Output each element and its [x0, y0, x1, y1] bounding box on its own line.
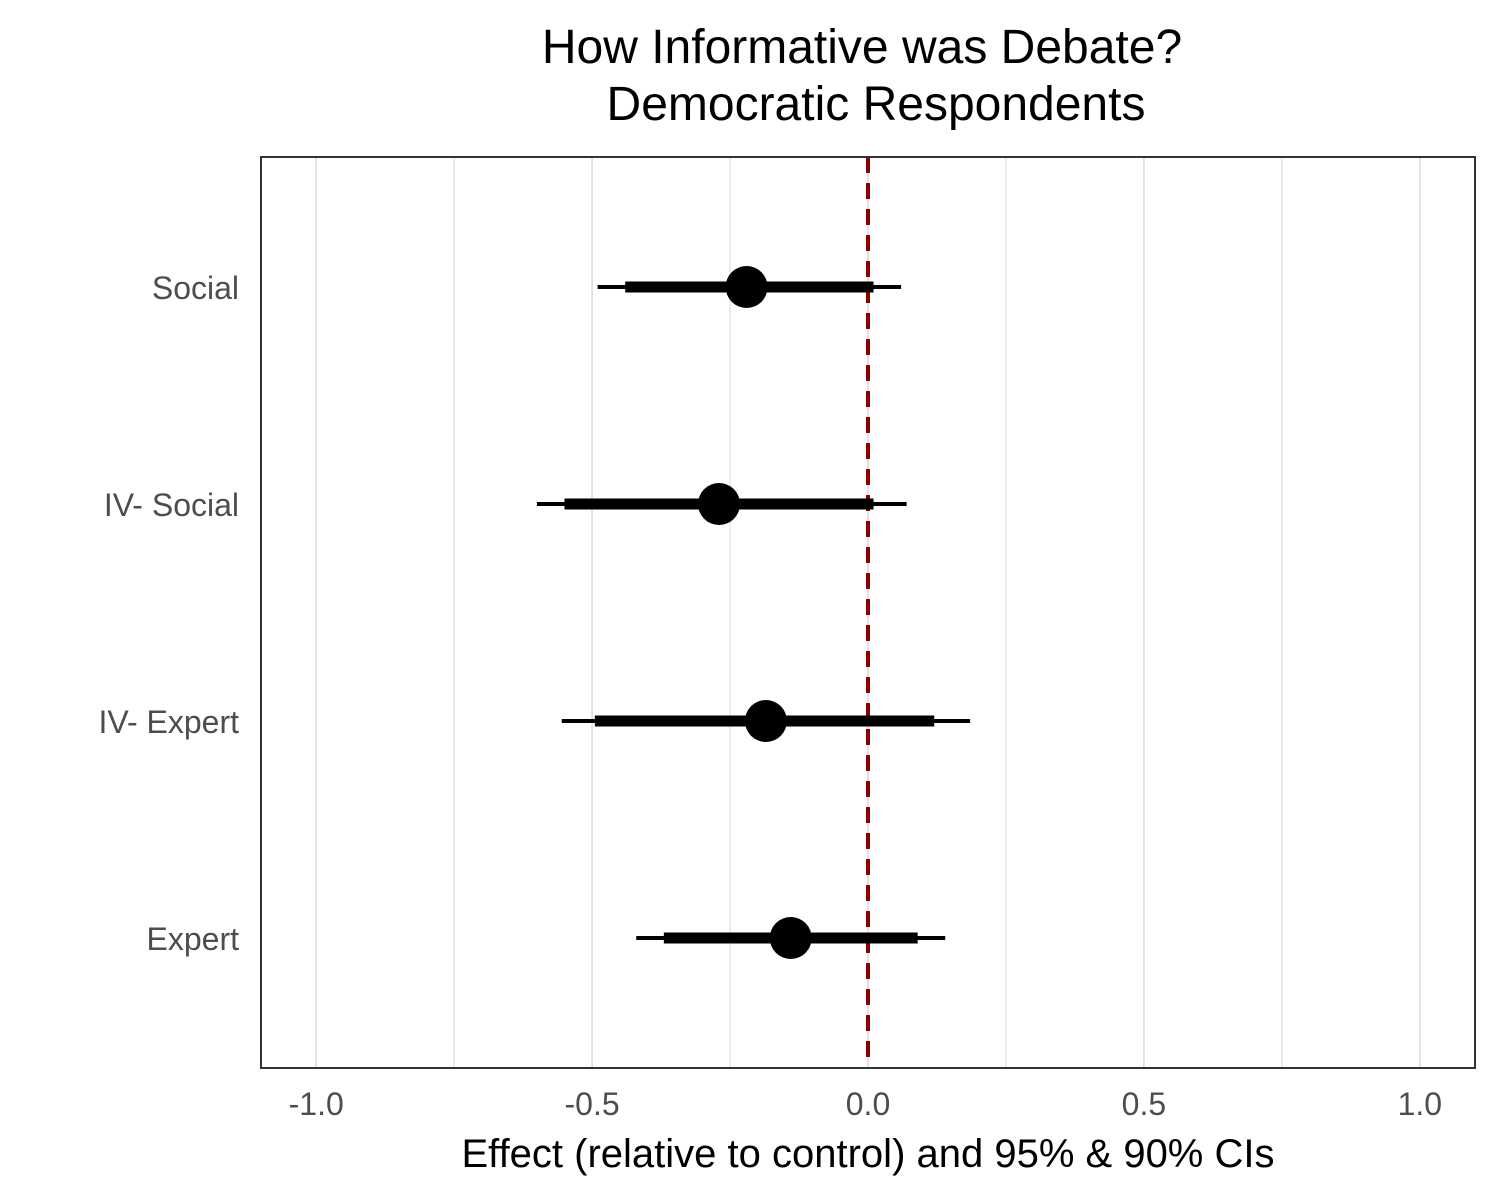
x-axis-title: Effect (relative to control) and 95% & 9…: [462, 1132, 1275, 1176]
y-axis-tick-labels: Social IV- Social IV- Expert Expert: [99, 270, 240, 957]
x-axis-tick-labels: -1.0 -0.5 0.0 0.5 1.0: [289, 1086, 1442, 1122]
title-line-2: Democratic Respondents: [607, 78, 1146, 131]
point-estimate-0: [725, 266, 768, 308]
x-tick-label-1: -0.5: [565, 1086, 620, 1122]
title-line-1: How Informative was Debate?: [542, 21, 1182, 74]
estimate-marks: [536, 266, 971, 959]
x-tick-label-2: 0.0: [846, 1086, 890, 1122]
point-estimate-3: [769, 917, 812, 959]
point-estimate-2: [744, 700, 787, 742]
chart-title: How Informative was Debate? Democratic R…: [542, 21, 1182, 131]
gridlines: [315, 157, 1421, 1068]
plot-panel-border: [260, 156, 1476, 1069]
x-tick-label-0: -1.0: [289, 1086, 344, 1122]
point-estimate-1: [698, 483, 741, 525]
x-tick-label-3: 0.5: [1122, 1086, 1166, 1122]
y-tick-label-0: Social: [152, 270, 239, 306]
y-tick-label-2: IV- Expert: [99, 704, 240, 740]
y-tick-label-1: IV- Social: [104, 487, 239, 523]
x-tick-label-4: 1.0: [1398, 1086, 1442, 1122]
y-tick-label-3: Expert: [147, 921, 240, 957]
